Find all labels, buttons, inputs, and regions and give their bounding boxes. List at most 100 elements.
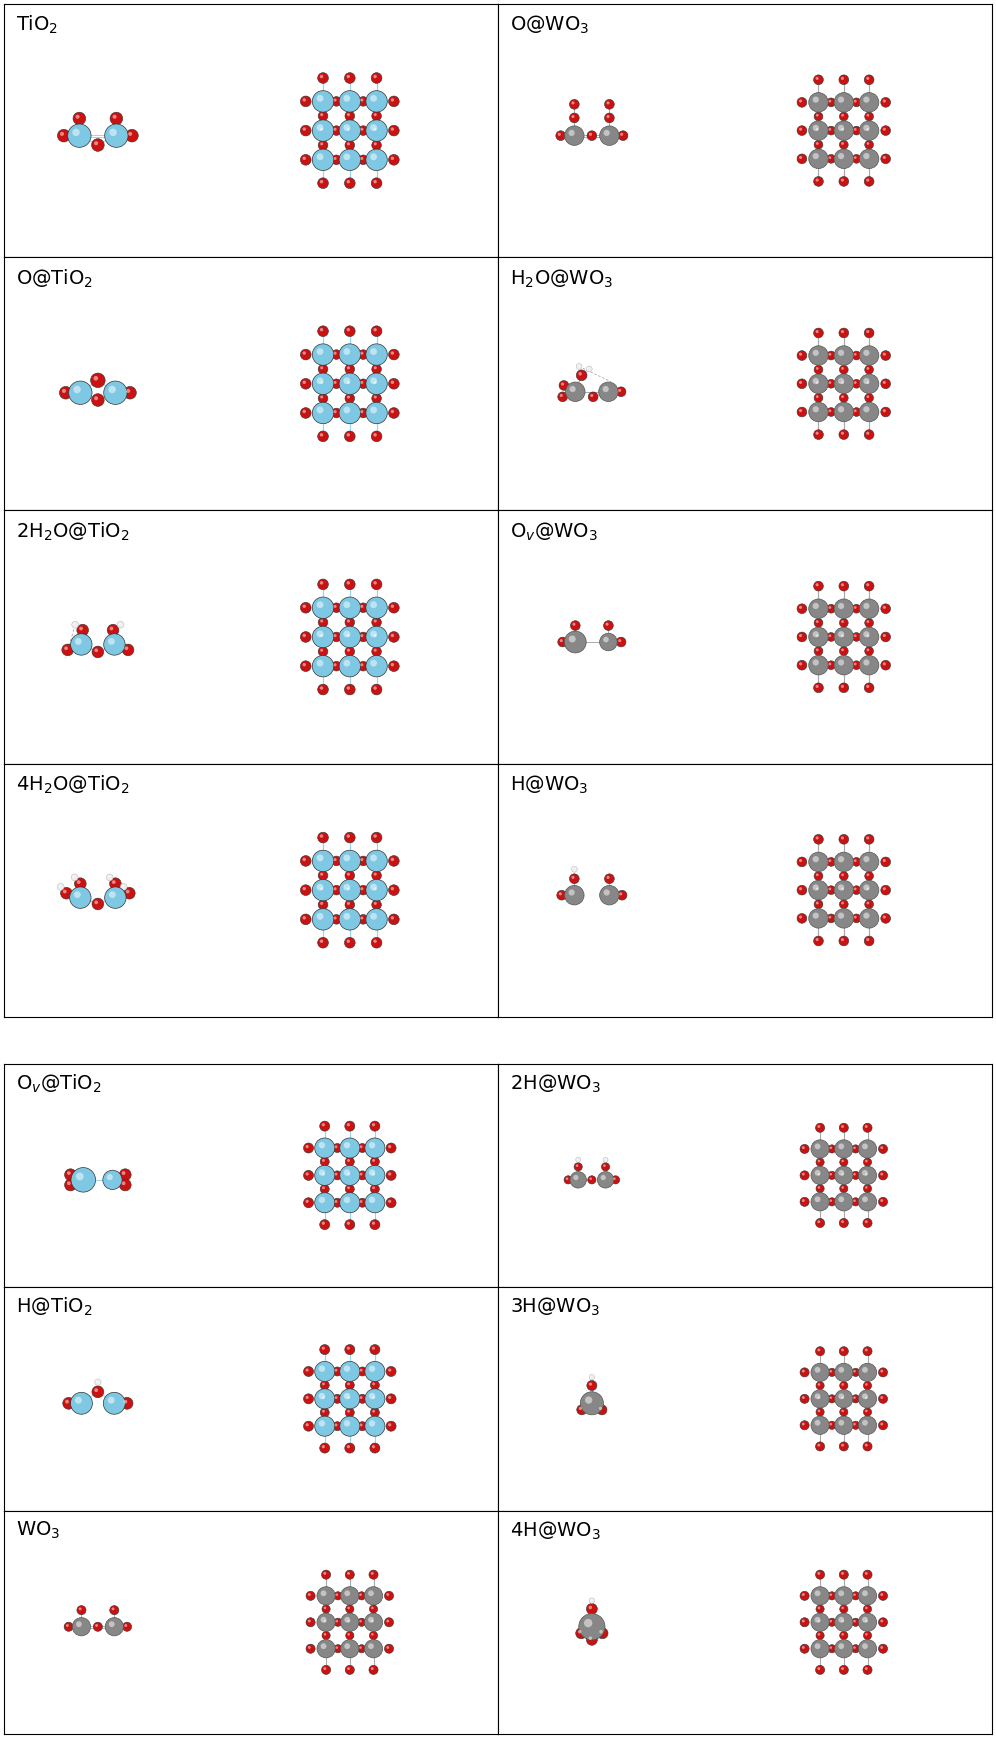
Circle shape	[372, 393, 381, 403]
Circle shape	[854, 607, 857, 608]
Circle shape	[829, 607, 832, 608]
Circle shape	[840, 1382, 848, 1390]
Circle shape	[361, 916, 364, 919]
Circle shape	[340, 1361, 360, 1382]
Circle shape	[347, 1159, 350, 1163]
Circle shape	[371, 96, 377, 103]
Circle shape	[802, 1370, 805, 1373]
Circle shape	[859, 1166, 876, 1185]
Circle shape	[797, 885, 807, 895]
Circle shape	[813, 631, 819, 638]
Circle shape	[332, 379, 342, 389]
Circle shape	[589, 1606, 592, 1609]
Circle shape	[802, 1145, 805, 1149]
Circle shape	[863, 1420, 868, 1425]
Circle shape	[60, 386, 72, 400]
Circle shape	[867, 584, 870, 586]
Circle shape	[852, 660, 861, 669]
Circle shape	[366, 149, 387, 170]
Circle shape	[388, 125, 399, 136]
Circle shape	[318, 111, 328, 122]
Circle shape	[863, 1394, 868, 1399]
Circle shape	[347, 1347, 350, 1350]
Circle shape	[816, 648, 819, 652]
Circle shape	[320, 181, 324, 184]
Circle shape	[104, 634, 125, 655]
Circle shape	[347, 1444, 350, 1448]
Circle shape	[388, 914, 399, 925]
Circle shape	[829, 859, 832, 862]
Circle shape	[829, 381, 832, 384]
Circle shape	[110, 1606, 119, 1615]
Circle shape	[864, 1158, 872, 1166]
Circle shape	[372, 1634, 374, 1635]
Circle shape	[815, 1170, 821, 1175]
Circle shape	[322, 1173, 325, 1175]
Circle shape	[863, 1590, 868, 1595]
Circle shape	[332, 155, 342, 165]
Circle shape	[865, 379, 873, 388]
Circle shape	[882, 381, 885, 384]
Circle shape	[841, 179, 844, 181]
Circle shape	[371, 1380, 379, 1390]
Circle shape	[390, 634, 394, 638]
Circle shape	[800, 1171, 809, 1180]
Circle shape	[124, 386, 136, 400]
Circle shape	[840, 111, 849, 122]
Circle shape	[816, 1604, 825, 1613]
Circle shape	[360, 1396, 363, 1399]
Circle shape	[301, 349, 311, 360]
Circle shape	[854, 1423, 856, 1425]
Circle shape	[839, 1642, 845, 1649]
Circle shape	[816, 620, 819, 622]
Circle shape	[313, 374, 334, 395]
Circle shape	[371, 377, 377, 384]
Circle shape	[839, 177, 849, 186]
Circle shape	[388, 855, 399, 866]
Circle shape	[813, 407, 819, 412]
Circle shape	[369, 1590, 374, 1595]
Circle shape	[864, 1632, 872, 1639]
Circle shape	[373, 1382, 375, 1385]
Circle shape	[359, 885, 368, 895]
Circle shape	[92, 647, 104, 657]
Circle shape	[797, 97, 807, 108]
Circle shape	[315, 1416, 335, 1436]
Circle shape	[372, 685, 381, 695]
Circle shape	[75, 638, 82, 645]
Circle shape	[372, 365, 381, 374]
Circle shape	[842, 115, 844, 116]
Circle shape	[863, 1366, 868, 1373]
Circle shape	[809, 600, 829, 619]
Circle shape	[371, 348, 377, 355]
Circle shape	[388, 408, 399, 419]
Circle shape	[301, 379, 311, 389]
Circle shape	[318, 73, 329, 83]
Circle shape	[800, 1394, 809, 1403]
Circle shape	[572, 115, 575, 118]
Circle shape	[320, 1380, 330, 1390]
Circle shape	[347, 1173, 350, 1175]
Circle shape	[827, 857, 836, 866]
Circle shape	[559, 381, 569, 391]
Circle shape	[816, 395, 819, 398]
Circle shape	[860, 374, 878, 393]
Circle shape	[834, 346, 854, 365]
Circle shape	[347, 328, 350, 332]
Circle shape	[344, 660, 351, 667]
Circle shape	[811, 1390, 830, 1408]
Circle shape	[122, 1397, 133, 1410]
Circle shape	[840, 365, 849, 374]
Circle shape	[841, 1220, 844, 1224]
Circle shape	[802, 1422, 805, 1425]
Circle shape	[370, 1632, 377, 1639]
Circle shape	[589, 132, 592, 136]
Circle shape	[63, 1397, 75, 1410]
Circle shape	[607, 876, 610, 879]
Circle shape	[69, 381, 92, 405]
Circle shape	[77, 624, 89, 636]
Circle shape	[842, 1185, 844, 1189]
Circle shape	[816, 1443, 825, 1451]
Circle shape	[864, 1185, 872, 1192]
Circle shape	[589, 1597, 595, 1604]
